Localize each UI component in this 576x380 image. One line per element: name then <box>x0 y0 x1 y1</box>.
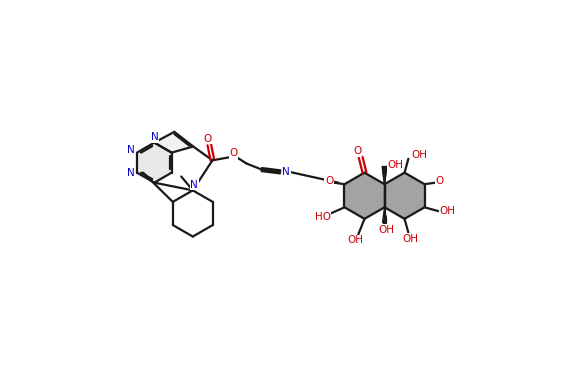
Text: O: O <box>325 176 334 186</box>
Polygon shape <box>154 132 193 153</box>
Text: OH: OH <box>347 236 363 245</box>
Text: N: N <box>127 144 135 155</box>
Text: OH: OH <box>402 234 418 244</box>
Text: N: N <box>127 168 135 179</box>
Polygon shape <box>382 207 386 223</box>
Polygon shape <box>382 166 387 184</box>
Text: O: O <box>203 134 211 144</box>
Text: N: N <box>191 180 198 190</box>
Text: OH: OH <box>439 206 456 216</box>
Polygon shape <box>382 169 386 184</box>
Text: N: N <box>282 167 290 177</box>
Text: OH: OH <box>378 225 394 234</box>
Text: HO: HO <box>315 212 331 222</box>
Polygon shape <box>344 173 385 219</box>
Text: OH: OH <box>387 160 403 170</box>
Text: O: O <box>229 149 237 158</box>
Text: O: O <box>436 176 444 186</box>
Text: OH: OH <box>411 150 427 160</box>
Text: O: O <box>354 146 362 156</box>
Polygon shape <box>385 173 425 219</box>
Polygon shape <box>137 142 172 183</box>
Text: N: N <box>151 132 159 142</box>
